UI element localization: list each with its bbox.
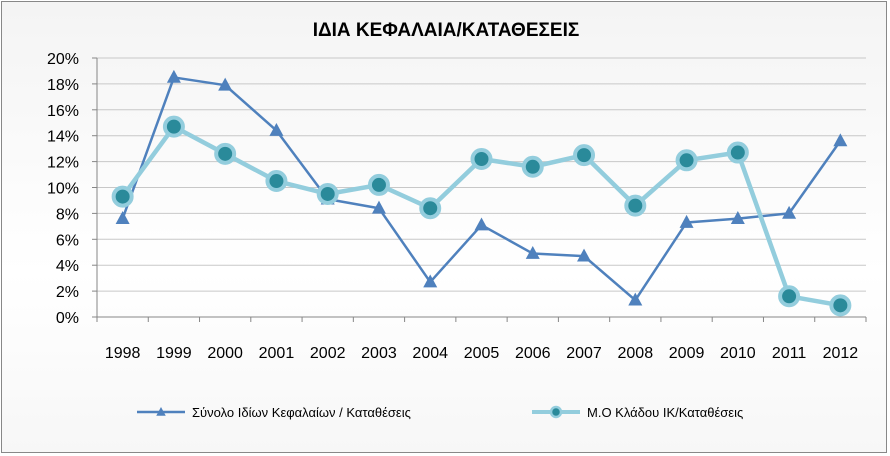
data-point <box>726 141 749 164</box>
data-point <box>675 149 698 172</box>
data-point <box>371 200 386 214</box>
legend-marker <box>549 405 563 419</box>
y-tick-label: 12% <box>47 155 79 172</box>
data-point <box>269 122 284 136</box>
legend: Σύνολο Ιδίων Κεφαλαίων / Καταθέσεις Μ.Ο Κ… <box>137 405 743 420</box>
data-point <box>218 77 233 91</box>
y-tick-label: 10% <box>47 181 79 198</box>
x-tick-label: 1998 <box>105 345 141 362</box>
data-point <box>115 211 130 224</box>
x-tick-label: 2002 <box>310 345 346 362</box>
y-tick-label: 8% <box>56 206 79 223</box>
series-line <box>121 76 842 302</box>
data-point <box>111 185 134 208</box>
x-tick-label: 2008 <box>618 345 654 362</box>
data-point <box>525 245 540 259</box>
data-point <box>730 211 745 224</box>
x-tick-label: 2001 <box>259 345 295 362</box>
data-point <box>833 133 848 147</box>
y-tick-label: 2% <box>56 284 79 301</box>
data-point <box>367 173 390 196</box>
x-tick-label: 2003 <box>361 345 397 362</box>
data-point <box>577 248 592 262</box>
x-tick-label: 2010 <box>720 345 756 362</box>
chart-title: ΙΔΙΑ ΚΕΦΑΛΑΙΑ/ΚΑΤΑΘΕΣΕΙΣ <box>313 20 580 41</box>
y-tick-label: 14% <box>47 129 79 146</box>
data-point <box>624 194 647 217</box>
data-point <box>573 144 596 167</box>
x-tick-label: 2006 <box>515 345 551 362</box>
x-tick-label: 2004 <box>412 345 448 362</box>
x-tick-label: 2005 <box>464 345 500 362</box>
data-point <box>778 285 801 308</box>
data-point <box>521 155 544 178</box>
x-tick-label: 2011 <box>772 345 807 362</box>
legend-label: Μ.Ο Κλάδου ΙΚ/Καταθέσεις <box>587 405 743 420</box>
x-tick-label: 2009 <box>669 345 705 362</box>
y-tick-label: 20% <box>47 51 79 68</box>
data-point <box>166 69 181 83</box>
x-tick-label: 2012 <box>823 345 859 362</box>
data-point <box>470 148 493 171</box>
data-point <box>265 170 288 193</box>
data-point <box>782 205 797 219</box>
y-tick-label: 4% <box>56 258 79 275</box>
data-point <box>679 214 694 228</box>
y-tick-label: 0% <box>56 310 79 327</box>
data-point <box>214 142 237 165</box>
data-point <box>162 115 185 138</box>
data-point <box>316 182 339 205</box>
x-tick-label: 2007 <box>566 345 602 362</box>
gridlines <box>97 57 866 292</box>
y-tick-label: 16% <box>47 103 79 120</box>
x-tick-label: 1999 <box>156 345 192 362</box>
y-tick-label: 6% <box>56 232 79 249</box>
data-point <box>829 294 852 317</box>
data-point <box>423 274 438 288</box>
y-tick-label: 18% <box>47 77 79 94</box>
x-tick-label: 2000 <box>207 345 243 362</box>
data-point <box>628 292 643 306</box>
axes: 0% 2% 4% 6% 8% 10% 12% 14% 16% 18% 20% 1998 1999 2000… <box>47 51 867 362</box>
data-point <box>474 217 489 231</box>
series-group <box>111 69 852 317</box>
legend-marker <box>156 407 166 416</box>
data-point <box>419 197 442 220</box>
legend-label: Σύνολο Ιδίων Κεφαλαίων / Καταθέσεις <box>192 405 411 420</box>
